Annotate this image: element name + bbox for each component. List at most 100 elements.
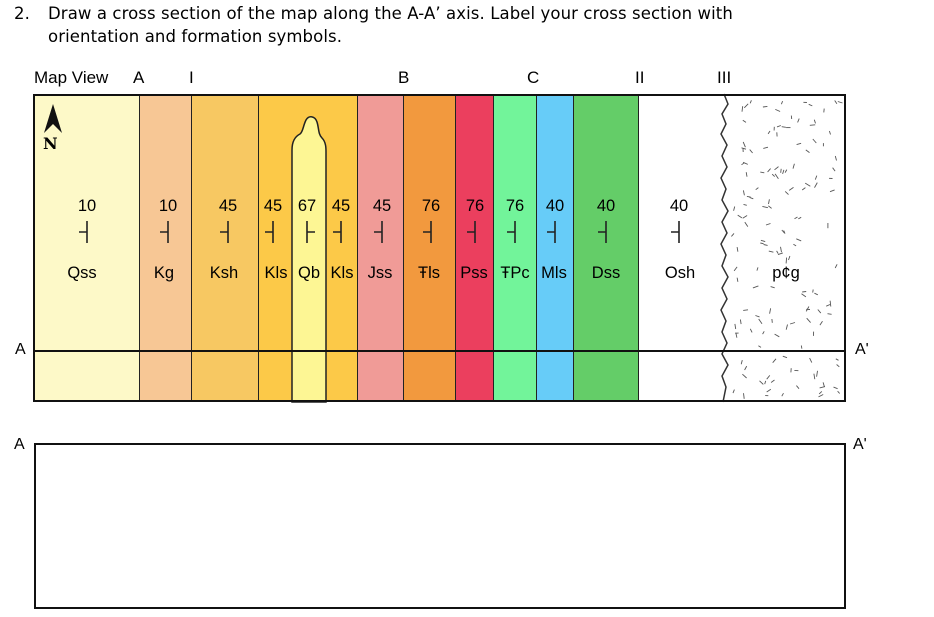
granite-mark [741,106,744,112]
granite-mark [781,392,784,397]
dip-value: 40 [669,197,689,215]
granite-mark [743,393,745,399]
granite-mark [784,169,788,173]
strike-dip-symbol [265,221,274,243]
dip-value: 45 [372,197,392,215]
granite-mark [781,126,786,128]
dip-value: 10 [158,197,178,215]
granite-mark [780,100,784,105]
north-label: N [43,134,58,153]
granite-mark [763,244,768,246]
dip-value: 40 [596,197,616,215]
granite-mark [782,169,785,175]
granite-mark [826,304,831,307]
granite-mark [794,216,798,220]
granite-mark [785,324,788,330]
granite-mark [809,357,813,363]
granite-mark [770,379,775,383]
granite-mark [797,118,800,123]
strike-dip-symbol [374,221,383,243]
question-line-1: Draw a cross section of the map along th… [48,4,733,23]
granite-mark [796,142,802,146]
granite-mark [784,191,789,195]
granite-mark [829,189,835,193]
granite-mark [756,267,759,271]
granite-mark [760,239,766,243]
granite-mark [812,138,817,144]
granite-mark [743,203,747,206]
granite-mark [834,155,837,161]
granite-mark [737,214,743,219]
granite-mark [736,277,739,282]
dip-value: 76 [465,197,485,215]
granite-mark [768,205,772,209]
granite-mark [766,375,771,380]
dip-value: 45 [263,197,283,215]
granite-mark [800,345,803,349]
dip-value: 76 [505,197,525,215]
granite-mark [781,229,785,234]
dip-value: 67 [297,197,317,215]
granite-mark [764,380,767,385]
strike-dip-symbol [160,221,169,243]
granite-mark [744,221,749,227]
dip-value: 45 [331,197,351,215]
granite-mark [806,317,811,323]
marker-B: B [398,68,410,87]
granite-mark [771,173,776,177]
granite-mark [796,238,802,242]
granite-mark [777,252,783,256]
granite-mark [788,187,794,191]
granite-mark [804,182,811,187]
granite-mark [780,168,782,173]
granite-mark [758,318,763,324]
granite-mark [834,100,838,105]
granite-mark [743,309,749,311]
granite-mark [734,323,737,330]
granite-mark [776,250,779,254]
dip-value: 76 [421,197,441,215]
granite-mark [762,105,768,108]
granite-mark [829,300,832,307]
formation-symbol: Ŧls [418,264,440,282]
granite-mark [819,320,823,326]
granite-mark [814,182,818,188]
marker-C: C [527,68,540,87]
granite-mark [749,149,753,154]
formation-symbol: Kg [153,264,175,282]
granite-mark [742,190,745,196]
strike-dip-symbol [306,221,315,243]
granite-mark [788,255,791,261]
granite-mark [762,331,765,335]
granite-mark [818,394,824,398]
granite-mark [749,328,753,333]
granite-mark [755,187,759,191]
granite-mark [733,266,738,272]
granite-mark [741,162,745,166]
map-frame [33,94,846,402]
dip-value: 40 [545,197,565,215]
formation-symbol: Osh [664,264,696,282]
granite-mark [767,130,771,135]
dip-value: 45 [218,197,238,215]
strike-dip-symbol [467,221,476,243]
granite-mark [789,322,796,325]
granite-mark [814,292,818,296]
granite-mark [746,195,751,198]
granite-mark [745,172,748,177]
map-view-title: Map View [34,68,109,87]
granite-mark [762,205,769,209]
granite-mark [809,124,816,126]
strike-dip-symbol [547,221,556,243]
strike-dip-symbol [333,221,342,243]
granite-mark [769,308,772,314]
granite-mark [818,391,823,395]
granite-mark [772,358,777,363]
strike-dip-symbol [507,221,516,243]
granite-mark [837,101,843,104]
granite-mark [805,149,810,153]
cross-section-box[interactable] [34,443,846,609]
granite-mark [836,364,840,368]
granite-mark [742,119,747,123]
